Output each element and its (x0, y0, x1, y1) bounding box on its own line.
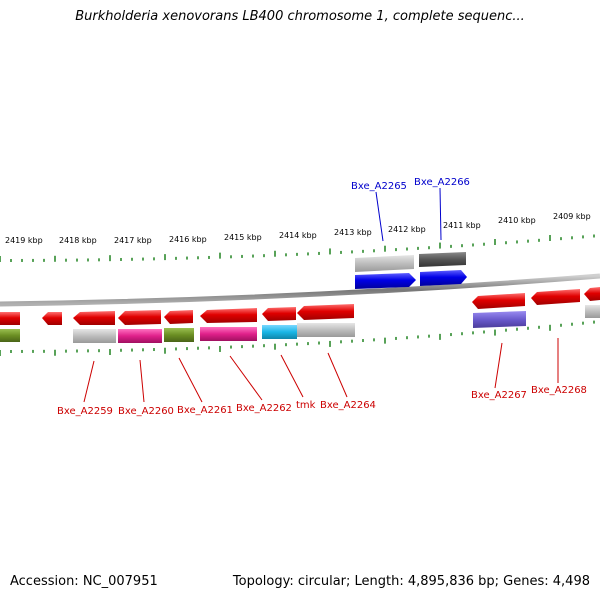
gene-feature-red[interactable] (0, 312, 20, 325)
map-title: Burkholderia xenovorans LB400 chromosome… (75, 9, 525, 24)
gene-label-Bxe_A2265[interactable]: Bxe_A2265 (351, 181, 407, 192)
gene-label-Bxe_A2267[interactable]: Bxe_A2267 (471, 390, 527, 401)
upper-tick-ruler (0, 234, 595, 262)
gene-labels: Bxe_A2265 Bxe_A2266 Bxe_A2259 Bxe_A2260 … (57, 177, 587, 417)
gene-Bxe_A2265[interactable] (355, 273, 416, 289)
gene-feature-purple[interactable] (473, 311, 526, 328)
gene-label-Bxe_A2261[interactable]: Bxe_A2261 (177, 405, 233, 416)
gene-feature-cyan[interactable] (262, 325, 297, 339)
gene-feature-red[interactable] (200, 308, 257, 323)
gene-feature-gray[interactable] (297, 323, 355, 337)
gene-feature-red[interactable] (297, 304, 354, 320)
gene-feature-red[interactable] (164, 310, 193, 324)
gene-label-Bxe_A2260[interactable]: Bxe_A2260 (118, 406, 174, 417)
label-leader-lines (83, 187, 559, 403)
gene-feature-red[interactable] (472, 293, 525, 309)
topology-summary: Topology: circular; Length: 4,895,836 bp… (232, 574, 590, 589)
forward-features (355, 252, 467, 289)
gene-label-Bxe_A2268[interactable]: Bxe_A2268 (531, 385, 587, 396)
gene-feature-olive[interactable] (0, 329, 20, 342)
gene-label-Bxe_A2266[interactable]: Bxe_A2266 (414, 177, 470, 188)
gene-Bxe_A2266[interactable] (420, 270, 467, 286)
tick-label: 2418 kbp (59, 236, 97, 245)
gene-feature-magenta[interactable] (200, 327, 257, 341)
gene-feature-gray[interactable] (355, 255, 414, 272)
gene-label-tmk[interactable]: tmk (296, 400, 316, 411)
lower-tick-ruler (0, 320, 595, 356)
tick-label: 2417 kbp (114, 236, 152, 245)
tick-label: 2415 kbp (224, 233, 262, 242)
tick-label: 2410 kbp (498, 216, 536, 225)
tick-label: 2414 kbp (279, 231, 317, 240)
gene-feature-red[interactable] (118, 310, 161, 325)
gene-feature-red[interactable] (531, 289, 580, 305)
tick-label: 2413 kbp (334, 228, 372, 237)
gene-label-Bxe_A2259[interactable]: Bxe_A2259 (57, 406, 113, 417)
gene-feature-magenta[interactable] (118, 329, 162, 343)
chromosome-backbone (0, 273, 600, 307)
accession-text: Accession: NC_007951 (10, 574, 158, 589)
reverse-features (0, 287, 600, 343)
gene-feature-red[interactable] (42, 312, 62, 325)
gene-feature-gray[interactable] (73, 329, 116, 343)
gene-feature-dark-gray[interactable] (419, 252, 466, 267)
tick-label: 2419 kbp (5, 236, 43, 245)
tick-label: 2412 kbp (388, 225, 426, 234)
kbp-tick-labels: 2419 kbp 2418 kbp 2417 kbp 2416 kbp 2415… (5, 212, 591, 245)
gene-feature-olive[interactable] (164, 328, 194, 342)
tick-label: 2409 kbp (553, 212, 591, 221)
gene-feature-red[interactable] (73, 311, 115, 325)
gene-feature-gray[interactable] (585, 305, 600, 318)
gene-label-Bxe_A2262[interactable]: Bxe_A2262 (236, 403, 292, 414)
gene-label-Bxe_A2264[interactable]: Bxe_A2264 (320, 400, 376, 411)
gene-feature-red[interactable] (584, 287, 600, 301)
tick-label: 2416 kbp (169, 235, 207, 244)
tick-label: 2411 kbp (443, 221, 481, 230)
gene-feature-red[interactable] (262, 307, 296, 321)
